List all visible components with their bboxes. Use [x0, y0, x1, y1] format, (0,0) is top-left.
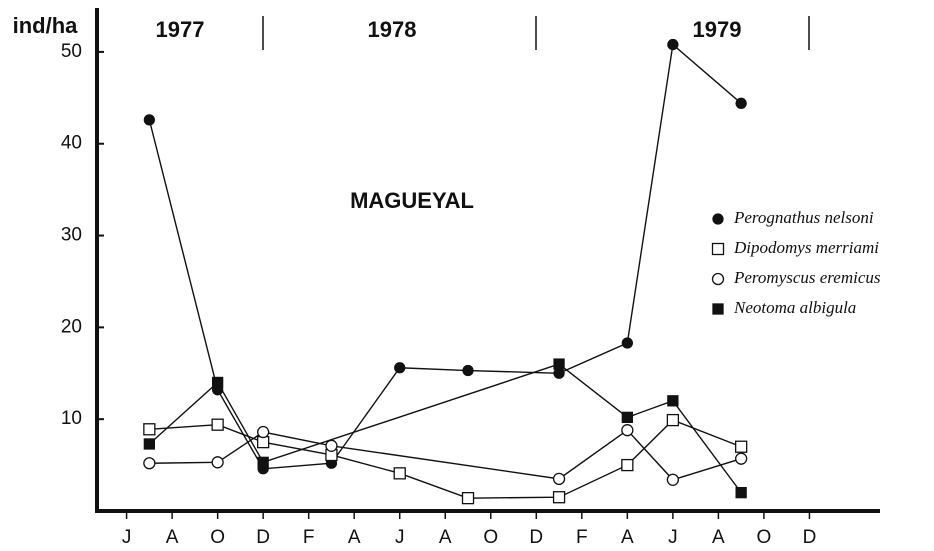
- marker: [621, 458, 634, 472]
- marker: [211, 456, 224, 469]
- legend-label: Perognathus nelsoni: [733, 208, 874, 227]
- x-tick-label: A: [712, 527, 725, 548]
- marker: [735, 97, 747, 109]
- y-tick-label: 10: [61, 408, 82, 429]
- series-line: [149, 419, 742, 499]
- x-tick-label: D: [256, 527, 270, 548]
- marker: [211, 376, 224, 389]
- x-tick-label: F: [576, 527, 588, 548]
- year-label: 1978: [368, 17, 417, 42]
- marker: [666, 473, 680, 486]
- y-tick-label: 20: [61, 316, 82, 337]
- marker: [621, 424, 634, 437]
- marker: [666, 413, 680, 427]
- marker: [461, 491, 475, 505]
- marker: [257, 425, 270, 439]
- marker: [621, 337, 633, 349]
- legend-marker: [711, 272, 725, 286]
- x-tick-label: O: [210, 527, 225, 548]
- marker: [257, 435, 270, 449]
- series-line: [148, 363, 742, 494]
- marker: [211, 418, 224, 431]
- marker: [257, 456, 269, 468]
- x-tick-label: F: [303, 527, 315, 548]
- x-tick-label: A: [439, 527, 452, 548]
- year-label: 1977: [156, 17, 205, 42]
- x-tick-label: O: [483, 527, 498, 548]
- series-line: [148, 43, 742, 470]
- year-label: 1979: [693, 17, 742, 42]
- legend-label: Dipodomys merriami: [733, 238, 879, 257]
- x-tick-label: D: [803, 527, 817, 548]
- y-tick-label: 30: [61, 225, 82, 246]
- marker: [462, 364, 474, 377]
- legend-marker: [712, 303, 724, 315]
- marker: [143, 423, 156, 436]
- marker: [553, 358, 565, 370]
- series-line: [149, 429, 742, 481]
- marker: [394, 362, 406, 374]
- legend-label: Peromyscus eremicus: [733, 268, 881, 287]
- marker: [553, 367, 565, 379]
- marker: [325, 439, 338, 452]
- y-axis-label: ind/ha: [13, 13, 79, 38]
- x-tick-label: J: [122, 527, 132, 548]
- legend-label: Neotoma albigula: [733, 298, 856, 317]
- marker: [143, 457, 156, 470]
- marker: [143, 114, 156, 126]
- marker: [735, 486, 747, 499]
- annotation: MAGUEYAL: [350, 188, 474, 213]
- legend-marker: [711, 242, 725, 256]
- marker: [393, 467, 406, 480]
- x-tick-label: A: [621, 527, 634, 548]
- marker: [667, 395, 679, 407]
- marker: [552, 491, 566, 504]
- x-tick-label: O: [757, 527, 772, 548]
- marker: [667, 38, 679, 51]
- x-tick-label: J: [395, 527, 405, 548]
- y-tick-label: 50: [61, 41, 82, 62]
- legend-marker: [712, 213, 724, 225]
- x-tick-label: J: [668, 527, 678, 548]
- x-tick-label: D: [529, 527, 543, 548]
- x-tick-label: A: [166, 527, 179, 548]
- marker: [143, 438, 156, 450]
- marker: [552, 472, 566, 486]
- marker: [735, 452, 748, 465]
- marker: [735, 440, 748, 453]
- x-tick-label: A: [348, 527, 361, 548]
- marker: [621, 411, 633, 423]
- y-tick-label: 40: [61, 133, 82, 154]
